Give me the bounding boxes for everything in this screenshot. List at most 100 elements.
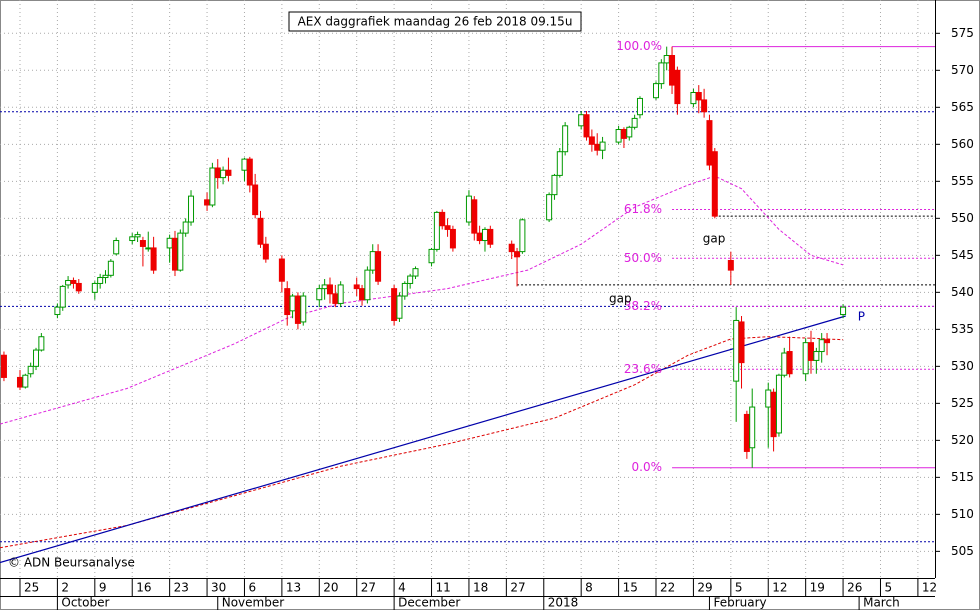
candle-body [188, 195, 195, 223]
candle-body [337, 284, 344, 304]
candle-body [840, 306, 847, 316]
candle-body [262, 243, 269, 260]
x-tick-label: 16 [136, 581, 151, 595]
candle-body [626, 126, 633, 138]
candle-body [107, 260, 114, 276]
fib-label: 50.0% [624, 251, 662, 265]
candle-body [220, 169, 227, 179]
x-tick-label: 11 [436, 581, 451, 595]
candle-body [134, 234, 141, 238]
candle-body [257, 217, 264, 245]
candle-body [241, 158, 248, 171]
candle-body [669, 55, 676, 86]
candle-body [781, 352, 788, 376]
x-tick-label: 12 [772, 581, 787, 595]
candle-body [519, 219, 526, 253]
candle-body [439, 211, 446, 227]
candle-body [599, 141, 606, 151]
moving-average [0, 175, 844, 425]
y-tick-label: 565 [951, 100, 974, 114]
x-tick-label: 15 [623, 581, 638, 595]
x-tick-label: 5 [735, 581, 743, 595]
x-tick-label: 18 [473, 581, 488, 595]
x-tick-label: 6 [248, 581, 256, 595]
candle-body [102, 274, 109, 279]
candle-body [733, 319, 740, 382]
candle-body [316, 288, 323, 301]
candle-body [401, 282, 408, 297]
candle-body [27, 365, 34, 375]
month-label: December [398, 596, 460, 610]
candle-body [16, 376, 23, 388]
candle-body [824, 339, 831, 344]
candle-body [33, 349, 40, 367]
candle-body [711, 151, 718, 217]
x-tick-label: 22 [660, 581, 675, 595]
x-tick-label: 8 [585, 581, 593, 595]
x-tick-label: 26 [847, 581, 862, 595]
x-tick-label: 27 [361, 581, 376, 595]
candle-body [139, 240, 146, 247]
candle-body [209, 167, 216, 206]
candle-body [786, 351, 793, 375]
trendline-label: P [858, 310, 865, 324]
candle-body [578, 114, 585, 127]
x-tick-label: 12 [922, 581, 937, 595]
candle-body [171, 237, 178, 271]
month-label: October [61, 596, 109, 610]
y-tick-label: 525 [951, 396, 974, 410]
x-tick-label: 5 [884, 581, 892, 595]
candle-body [364, 269, 371, 301]
candle-body [636, 97, 643, 116]
chart-title: AEX daggrafiek maandag 26 feb 2018 09.15… [298, 15, 573, 29]
candle-body [359, 288, 366, 301]
candle-body [674, 69, 681, 105]
candle-body [225, 169, 232, 176]
candle-body [407, 275, 414, 284]
x-tick-label: 20 [323, 581, 338, 595]
x-tick-label: 2 [61, 581, 69, 595]
x-tick-label: 30 [211, 581, 226, 595]
candle-body [738, 321, 745, 364]
candle-body [59, 285, 66, 308]
candle-body [658, 62, 665, 85]
y-tick-label: 550 [951, 211, 974, 225]
fib-label: 61.8% [624, 202, 662, 216]
month-label: November [222, 596, 284, 610]
candle-body [289, 295, 296, 312]
candle-body [182, 221, 189, 234]
candle-body [326, 284, 333, 295]
candle-body [150, 247, 157, 271]
y-tick-label: 530 [951, 359, 974, 373]
candle-body [546, 194, 553, 221]
candle-body [514, 251, 521, 258]
month-label: March [863, 596, 900, 610]
candle-body [391, 288, 398, 321]
gap-label: gap [609, 291, 632, 305]
candle-body [749, 406, 756, 449]
x-tick-label: 19 [810, 581, 825, 595]
credit: © ADN Beursanalyse [8, 556, 135, 570]
candle-body [428, 248, 435, 264]
candle-body [353, 284, 360, 290]
y-tick-label: 560 [951, 137, 974, 151]
y-tick-label: 535 [951, 322, 974, 336]
candle-body [412, 268, 419, 277]
candle-body [653, 83, 660, 99]
x-tick-label: 9 [99, 581, 107, 595]
candle-body [0, 354, 7, 378]
candle-body [465, 195, 472, 223]
trendline [0, 315, 846, 564]
candle-body [556, 151, 563, 176]
candle-body [743, 413, 750, 452]
candle-body [818, 339, 825, 353]
y-tick-label: 555 [951, 174, 974, 188]
y-tick-label: 510 [951, 507, 974, 521]
candle-body [321, 284, 328, 290]
candle-body [620, 129, 627, 139]
moving-average [0, 336, 844, 549]
candle-body [663, 55, 670, 64]
candle-body [690, 92, 697, 105]
